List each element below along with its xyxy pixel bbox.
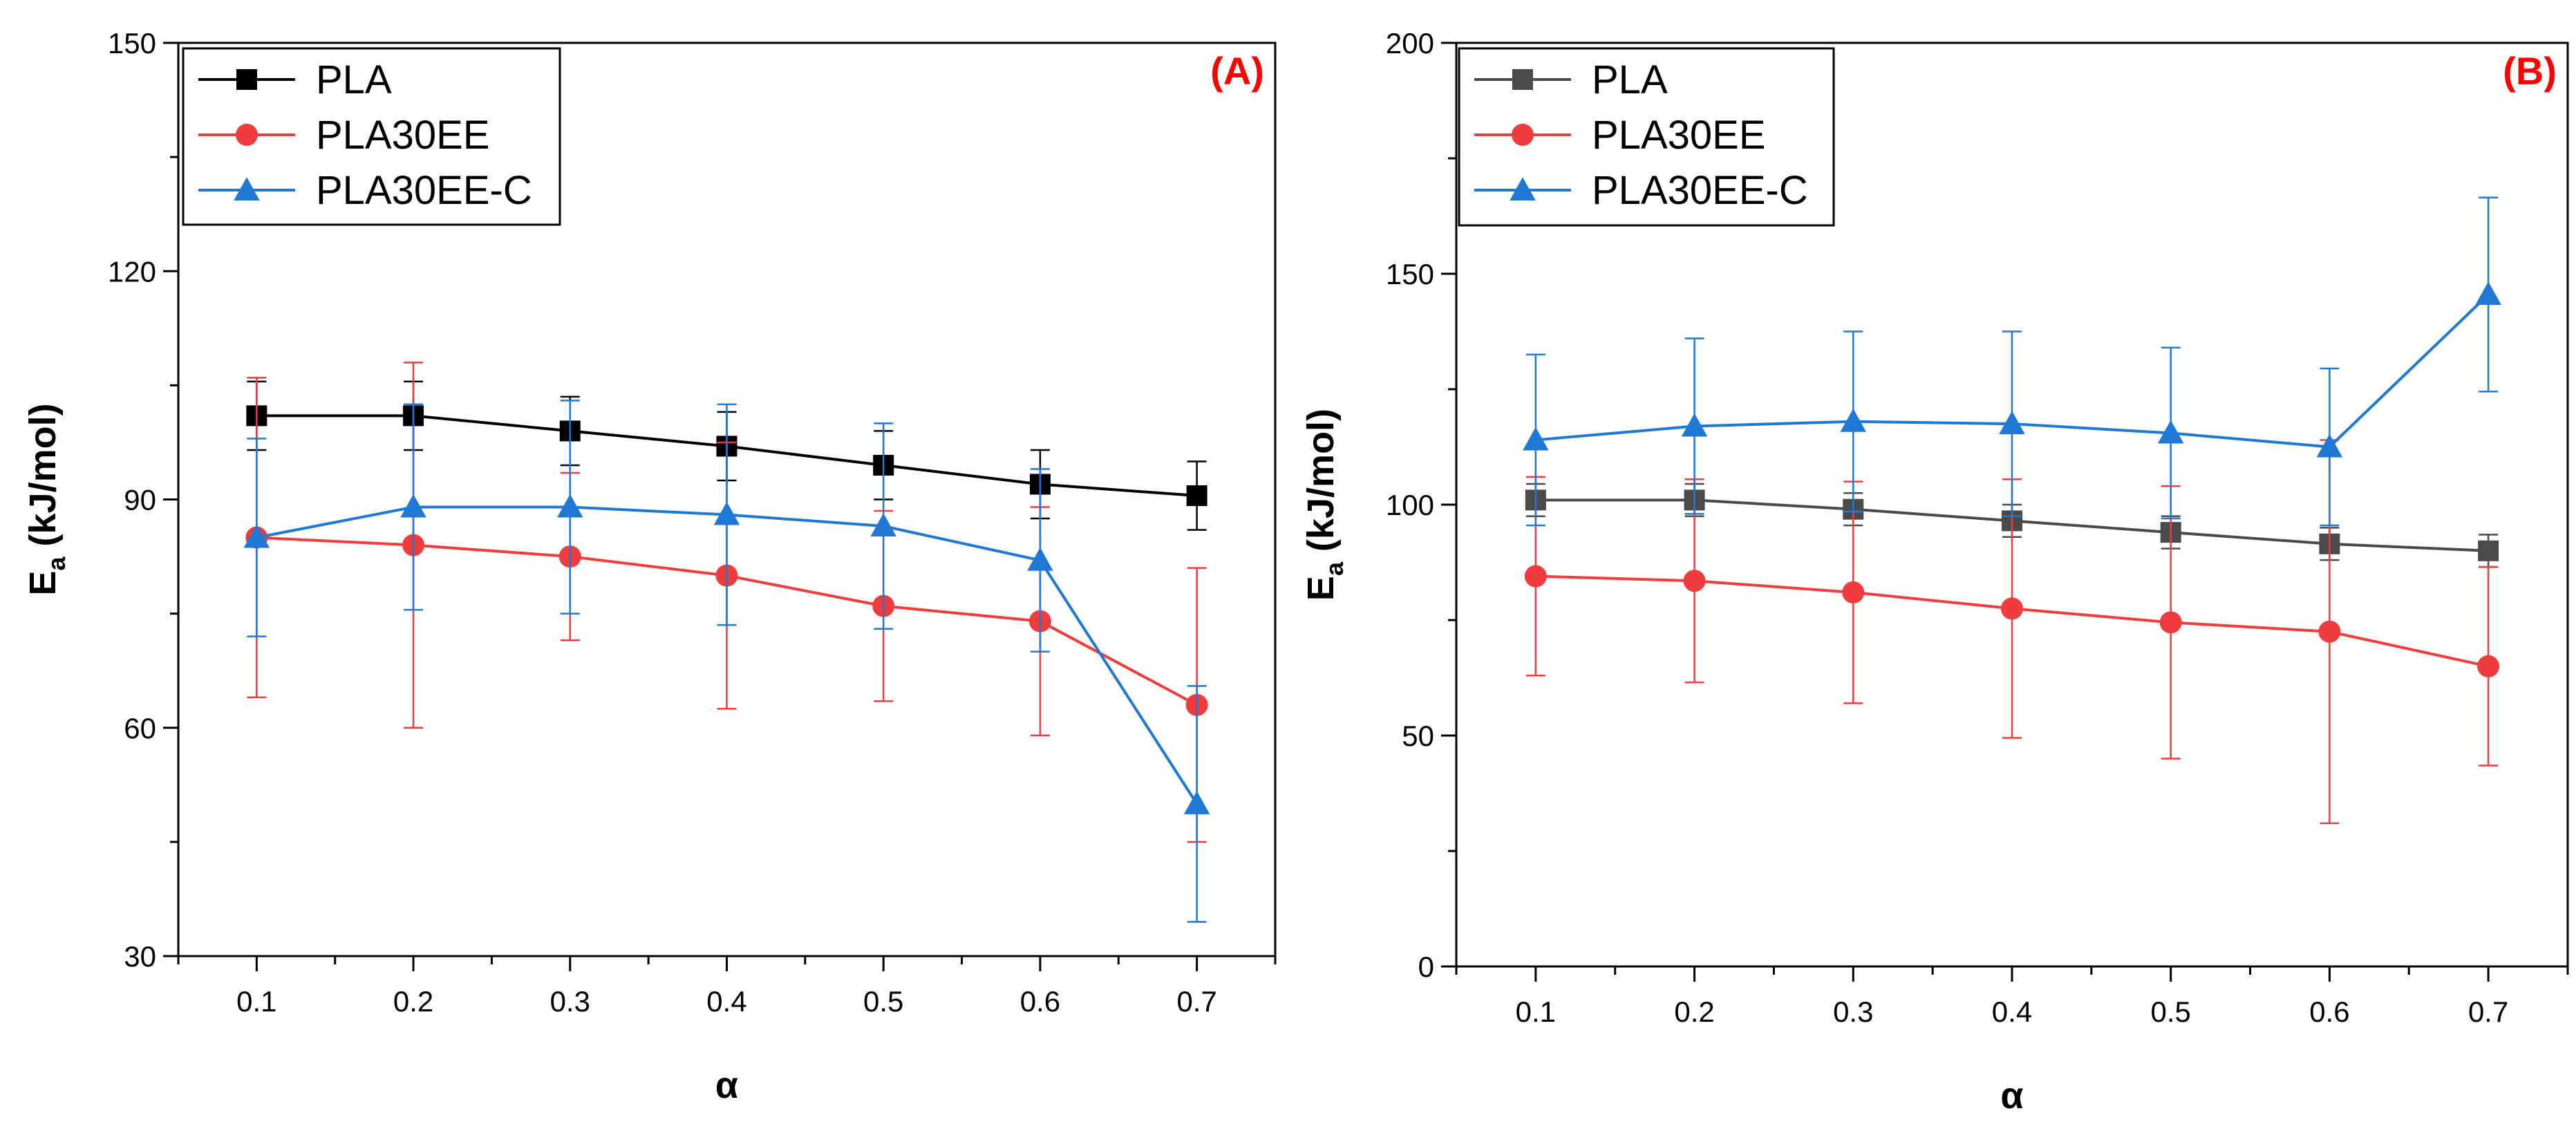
- legend-marker: [1510, 177, 1536, 200]
- data-point: [1683, 570, 1706, 592]
- legend: PLA PLA30EE PLA30EE-C: [1458, 47, 1835, 227]
- legend-label: PLA30EE-C: [316, 168, 532, 213]
- data-point: [1524, 565, 1547, 588]
- legend-label: PLA: [1592, 57, 1668, 102]
- data-point: [400, 494, 426, 518]
- data-point: [870, 513, 896, 537]
- y-tick-label: 30: [124, 940, 156, 973]
- x-tick-label: 0.1: [236, 985, 276, 1018]
- data-point: [243, 524, 270, 548]
- x-tick-label: 0.2: [393, 985, 433, 1018]
- y-tick-label: 0: [1418, 951, 1434, 983]
- legend-marker: [236, 124, 258, 146]
- y-tick-label: 150: [108, 27, 156, 59]
- x-tick-label: 0.6: [2309, 995, 2349, 1028]
- chart-panel-b: 0 50 100 150 200 0.1 0.2 0.3 0.4 0.5 0.6 0.7 α Ea (kJ…: [1300, 27, 2569, 1116]
- y-tick-label: 200: [1386, 27, 1434, 59]
- x-tick-label: 0.3: [1833, 995, 1873, 1028]
- x-tick-label: 0.1: [1516, 995, 1556, 1028]
- legend-label: PLA30EE: [316, 113, 490, 158]
- x-axis-title: α: [2000, 1075, 2023, 1116]
- legend-label: PLA30EE: [1592, 113, 1766, 158]
- legend-label: PLA: [316, 57, 392, 102]
- panel-label: (B): [2503, 49, 2557, 93]
- x-axis-title: α: [715, 1065, 738, 1106]
- series-pla30ee-c: [1523, 196, 2501, 527]
- y-axis-title: Ea (kJ/mol): [1300, 409, 1348, 601]
- x-tick-label: 0.5: [2151, 995, 2191, 1028]
- x-tick-label: 0.4: [1992, 995, 2032, 1028]
- data-point: [2477, 655, 2500, 677]
- y-tick-label: 60: [124, 712, 156, 745]
- data-point: [1840, 409, 1867, 432]
- data-point: [1999, 411, 2025, 435]
- y-tick-label: 90: [124, 484, 156, 516]
- data-point: [2478, 540, 2499, 561]
- legend-label: PLA30EE-C: [1592, 168, 1808, 213]
- data-point: [713, 501, 740, 525]
- data-point: [2316, 433, 2343, 458]
- data-point: [1183, 791, 1210, 814]
- data-point: [2001, 597, 2023, 620]
- x-tick-label: 0.3: [550, 985, 590, 1018]
- y-tick-label: 150: [1386, 258, 1434, 290]
- data-point: [2157, 420, 2184, 444]
- data-point: [1842, 581, 1865, 604]
- data-point: [1186, 485, 1207, 506]
- data-point: [557, 494, 583, 518]
- legend-marker: [236, 69, 257, 90]
- y-axis-title: Ea (kJ/mol): [22, 403, 70, 595]
- legend: PLA PLA30EE PLA30EE-C: [182, 47, 561, 226]
- x-tick-label: 0.7: [1176, 985, 1216, 1018]
- data-point: [1681, 413, 1708, 437]
- legend-marker: [1512, 124, 1534, 146]
- x-tick-label: 0.2: [1674, 995, 1714, 1028]
- x-tick-label: 0.7: [2468, 995, 2508, 1028]
- legend-marker: [1512, 69, 1533, 90]
- x-tick-label: 0.6: [1020, 985, 1060, 1018]
- y-tick-label: 120: [108, 255, 156, 288]
- x-tick-label: 0.4: [706, 985, 746, 1018]
- chart-panel-a: 30 60 90 120 150 0.1 0.2 0.3 0.4 0.5 0.6 0.7 α Ea (kJ…: [22, 27, 1277, 1106]
- y-tick-label: 50: [1402, 720, 1434, 752]
- panel-label: (A): [1210, 49, 1264, 93]
- data-point: [2318, 620, 2341, 643]
- legend-marker: [234, 177, 260, 200]
- x-tick-label: 0.5: [863, 985, 903, 1018]
- y-tick-label: 100: [1386, 489, 1434, 521]
- data-point: [1027, 547, 1053, 571]
- data-point: [2159, 611, 2182, 634]
- series-pla30ee-c: [243, 400, 1210, 923]
- data-point: [1523, 427, 1549, 451]
- data-point: [2475, 281, 2501, 306]
